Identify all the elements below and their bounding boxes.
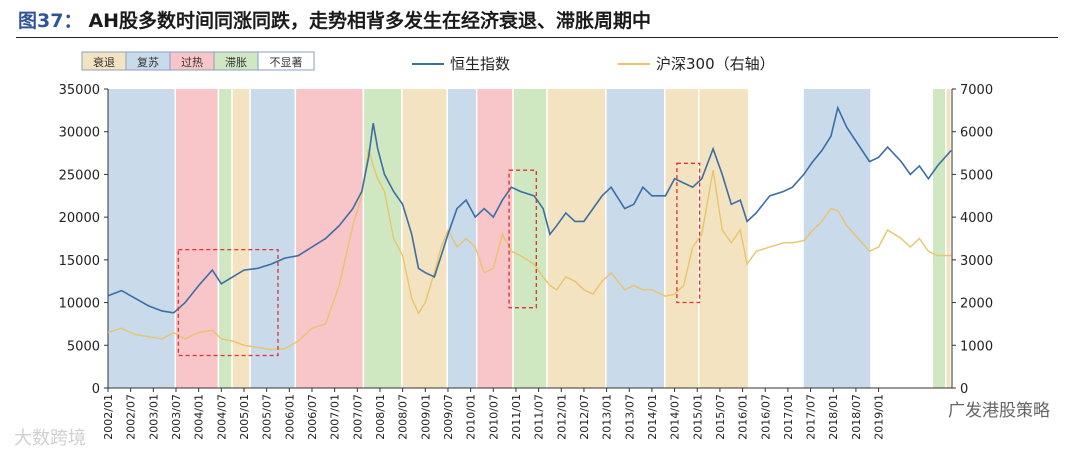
phase-legend-box xyxy=(257,51,315,71)
x-tick-label: 2016/07 xyxy=(759,394,772,440)
x-tick-label: 2016/01 xyxy=(737,394,750,440)
right-tick-label: 0 xyxy=(960,382,968,397)
source-label: 广发港股策略 xyxy=(948,401,1050,421)
right-tick-label: 3000 xyxy=(960,254,993,269)
x-tick-label: 2007/07 xyxy=(351,394,364,440)
phase-band xyxy=(402,89,447,388)
x-tick-label: 2014/01 xyxy=(646,394,659,440)
right-tick-label: 1000 xyxy=(960,339,993,354)
right-tick-label: 2000 xyxy=(960,297,993,312)
right-tick-label: 5000 xyxy=(960,168,993,183)
x-tick-label: 2009/01 xyxy=(419,394,432,440)
phase-band xyxy=(946,89,951,388)
phase-band xyxy=(665,89,698,388)
x-tick-label: 2014/07 xyxy=(669,394,682,440)
left-tick-label: 20000 xyxy=(59,211,100,226)
phase-band xyxy=(606,89,664,388)
figure-label: 图37： xyxy=(18,10,83,32)
x-tick-label: 2005/07 xyxy=(261,394,274,440)
title-rule xyxy=(16,37,1058,38)
left-tick-label: 0 xyxy=(92,382,100,397)
phase-legend-label: 不显著 xyxy=(270,55,303,69)
left-tick-label: 15000 xyxy=(59,254,100,269)
x-tick-label: 2006/07 xyxy=(306,394,319,440)
phase-legend-label: 滞胀 xyxy=(225,56,247,69)
x-tick-label: 2010/07 xyxy=(487,394,500,440)
series-legend-label: 沪深300（右轴） xyxy=(656,55,775,73)
phase-band xyxy=(250,89,295,388)
phase-band xyxy=(219,89,232,388)
left-tick-label: 30000 xyxy=(59,126,100,141)
x-tick-label: 2018/07 xyxy=(850,394,863,440)
x-tick-label: 2010/01 xyxy=(465,394,478,440)
x-tick-label: 2002/01 xyxy=(102,394,115,440)
phase-legend-label: 过热 xyxy=(181,56,203,69)
x-tick-label: 2015/07 xyxy=(714,394,727,440)
x-tick-label: 2004/01 xyxy=(193,394,206,440)
x-tick-label: 2008/01 xyxy=(374,394,387,440)
right-tick-label: 6000 xyxy=(960,126,993,141)
right-tick-label: 4000 xyxy=(960,211,993,226)
x-tick-label: 2018/01 xyxy=(827,394,840,440)
phase-band xyxy=(477,89,513,388)
highlight-box xyxy=(508,169,537,309)
x-tick-label: 2008/07 xyxy=(397,394,410,440)
watermark-text: 大数跨境 xyxy=(14,428,86,449)
left-tick-label: 10000 xyxy=(59,297,100,312)
title-text: AH股多数时间同涨同跌，走势相背多发生在经济衰退、滞胀周期中 xyxy=(88,10,652,32)
phase-band xyxy=(232,89,250,388)
x-tick-label: 2002/07 xyxy=(125,394,138,440)
x-tick-label: 2004/07 xyxy=(215,394,228,440)
series-legend-label: 恒生指数 xyxy=(450,55,510,73)
hsi-line xyxy=(107,105,952,314)
highlight-box xyxy=(177,248,279,357)
x-tick-label: 2013/01 xyxy=(601,394,614,440)
phase-band xyxy=(108,89,175,388)
phase-band xyxy=(364,89,402,388)
x-tick-label: 2017/07 xyxy=(805,394,818,440)
chart-title: 图37： AH股多数时间同涨同跌，走势相背多发生在经济衰退、滞胀周期中 xyxy=(18,6,651,36)
left-tick-label: 5000 xyxy=(67,339,100,354)
x-tick-label: 2003/07 xyxy=(170,394,183,440)
highlight-box xyxy=(676,162,701,304)
x-tick-label: 2019/01 xyxy=(873,394,886,440)
x-tick-label: 2012/07 xyxy=(578,394,591,440)
x-tick-label: 2011/01 xyxy=(510,394,523,440)
phase-legend-label: 衰退 xyxy=(93,55,115,69)
x-tick-label: 2013/07 xyxy=(623,394,636,440)
left-tick-label: 25000 xyxy=(59,168,100,183)
phase-band xyxy=(803,89,871,388)
x-tick-label: 2007/01 xyxy=(329,394,342,440)
phase-band xyxy=(933,89,946,388)
right-tick-label: 7000 xyxy=(960,83,993,98)
phase-legend-label: 复苏 xyxy=(137,55,159,69)
phase-band xyxy=(296,89,363,388)
phase-band xyxy=(513,89,547,388)
left-tick-label: 35000 xyxy=(59,83,100,98)
phase-band xyxy=(547,89,606,388)
csi300-line xyxy=(107,148,952,351)
x-tick-label: 2006/01 xyxy=(283,394,296,440)
x-tick-label: 2017/01 xyxy=(782,394,795,440)
x-tick-label: 2009/07 xyxy=(442,394,455,440)
x-tick-label: 2005/01 xyxy=(238,394,251,440)
x-tick-label: 2011/07 xyxy=(533,394,546,440)
x-tick-label: 2003/01 xyxy=(147,394,160,440)
phase-band xyxy=(699,89,748,388)
x-tick-label: 2015/01 xyxy=(691,394,704,440)
x-tick-label: 2012/01 xyxy=(555,394,568,440)
phase-band xyxy=(749,89,803,388)
phase-band xyxy=(176,89,218,388)
